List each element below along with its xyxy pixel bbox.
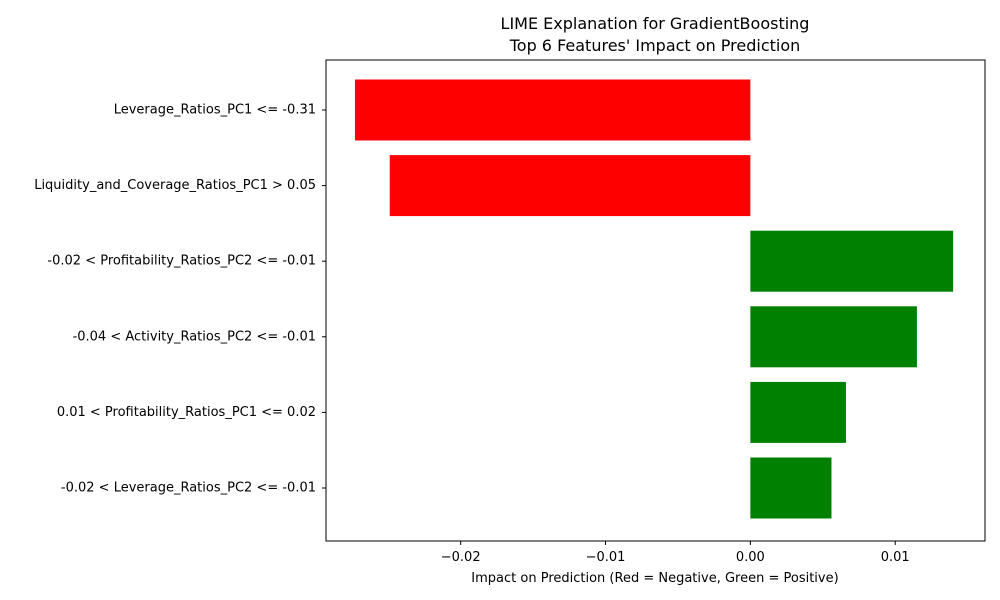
y-tick-label: Liquidity_and_Coverage_Ratios_PC1 > 0.05 bbox=[34, 178, 316, 193]
bar-6 bbox=[750, 457, 832, 519]
bar-1 bbox=[354, 79, 751, 141]
chart-subtitle: Top 6 Features' Impact on Prediction bbox=[509, 36, 801, 55]
x-tick-label: 0.01 bbox=[881, 550, 910, 565]
plot-frame bbox=[325, 59, 986, 542]
bar-2 bbox=[389, 155, 751, 217]
y-tick-label: -0.02 < Leverage_Ratios_PC2 <= -0.01 bbox=[61, 481, 316, 496]
bars-layer bbox=[354, 79, 954, 519]
y-ticks-layer: Leverage_Ratios_PC1 <= -0.31 Liquidity_an… bbox=[34, 103, 326, 496]
y-tick-label: Leverage_Ratios_PC1 <= -0.31 bbox=[114, 103, 316, 118]
x-tick-label: −0.02 bbox=[441, 550, 481, 565]
x-tick-label: −0.01 bbox=[586, 550, 626, 565]
bar-4 bbox=[750, 306, 917, 368]
x-tick-label: 0.00 bbox=[736, 550, 765, 565]
bar-3 bbox=[750, 230, 954, 292]
chart-title: LIME Explanation for GradientBoosting bbox=[501, 14, 810, 33]
y-tick-label: -0.02 < Profitability_Ratios_PC2 <= -0.0… bbox=[47, 254, 316, 269]
bar-5 bbox=[750, 381, 846, 443]
x-ticks-layer: −0.02 −0.01 0.00 0.01 bbox=[441, 541, 910, 565]
y-tick-label: -0.04 < Activity_Ratios_PC2 <= -0.01 bbox=[73, 329, 316, 344]
y-tick-label: 0.01 < Profitability_Ratios_PC1 <= 0.02 bbox=[57, 405, 316, 420]
x-axis-label: Impact on Prediction (Red = Negative, Gr… bbox=[471, 571, 838, 586]
